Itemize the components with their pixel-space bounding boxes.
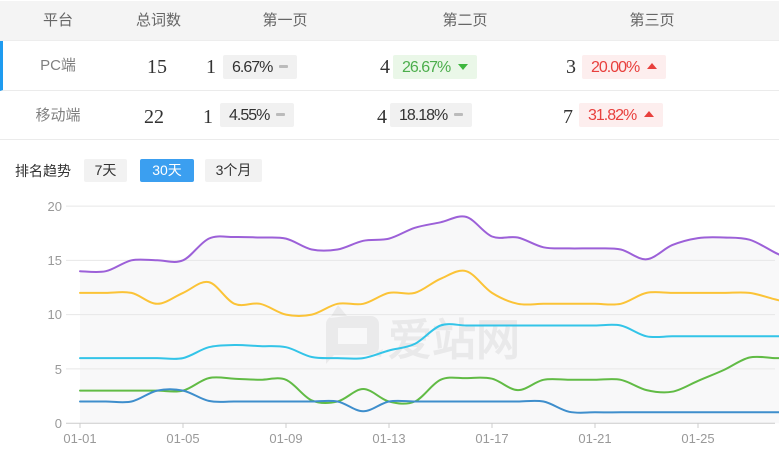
svg-text:10: 10	[48, 307, 62, 322]
svg-text:01-09: 01-09	[269, 431, 302, 446]
svg-text:15: 15	[48, 253, 62, 268]
svg-text:01-05: 01-05	[166, 431, 199, 446]
svg-text:01-01: 01-01	[63, 431, 96, 446]
svg-text:爱站网: 爱站网	[388, 316, 520, 365]
svg-text:0: 0	[55, 416, 62, 431]
svg-text:01-13: 01-13	[372, 431, 405, 446]
svg-text:01-17: 01-17	[475, 431, 508, 446]
svg-text:5: 5	[55, 362, 62, 377]
svg-text:01-21: 01-21	[578, 431, 611, 446]
svg-text:01-25: 01-25	[681, 431, 714, 446]
svg-text:20: 20	[48, 199, 62, 214]
